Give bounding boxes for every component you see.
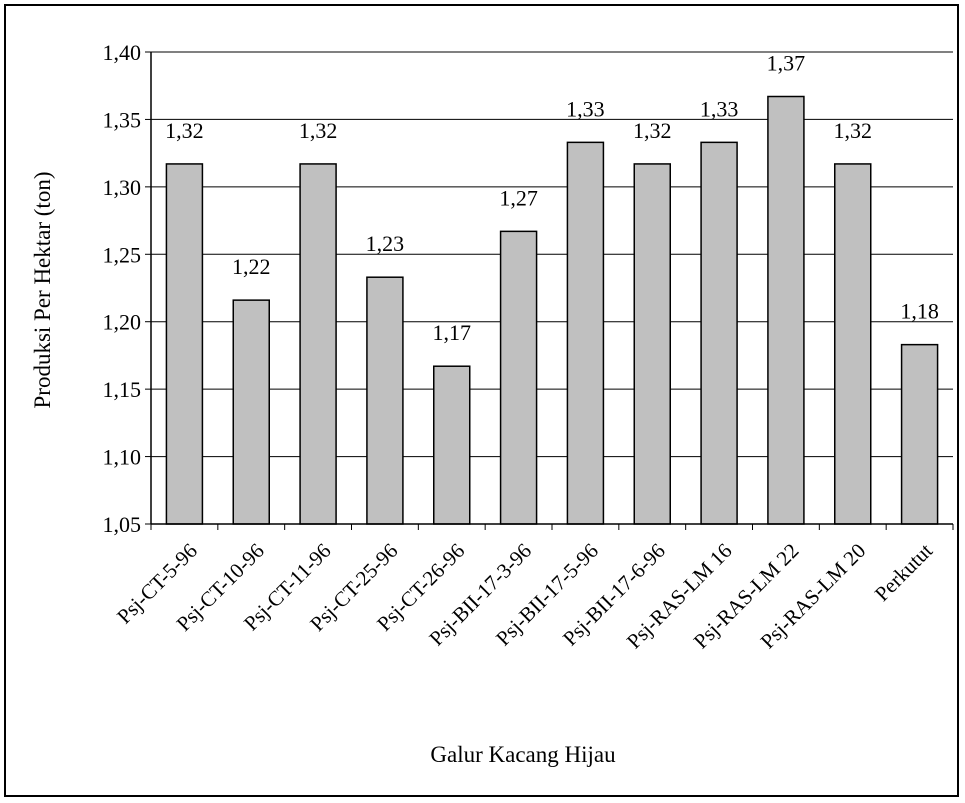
data-label: 1,32 <box>633 118 672 143</box>
bar <box>566 141 605 525</box>
data-label: 1,22 <box>232 254 271 279</box>
category-label: Perkutut <box>870 538 937 605</box>
bar <box>900 343 939 525</box>
data-label: 1,32 <box>299 118 338 143</box>
bar <box>767 95 805 525</box>
bars <box>165 95 939 525</box>
axes <box>145 51 954 530</box>
bar <box>299 163 337 525</box>
y-tick-label: 1,10 <box>103 445 142 470</box>
y-tick-label: 1,05 <box>103 512 142 537</box>
bar <box>499 230 538 525</box>
y-tick-label: 1,15 <box>103 377 142 402</box>
data-label: 1,32 <box>834 118 873 143</box>
bar <box>366 276 404 525</box>
y-tick-label: 1,25 <box>103 242 142 267</box>
x-axis-title: Galur Kacang Hijau <box>430 742 616 767</box>
data-label: 1,17 <box>433 320 472 345</box>
y-tick-label: 1,30 <box>103 175 142 200</box>
y-tick-label: 1,40 <box>103 40 142 65</box>
bar <box>834 163 872 525</box>
data-label: 1,27 <box>499 185 538 210</box>
bar <box>433 365 471 525</box>
bar <box>633 163 671 525</box>
bar <box>165 163 204 525</box>
y-tick-label: 1,35 <box>103 107 142 132</box>
y-tick-label: 1,20 <box>103 310 142 335</box>
data-label: 1,32 <box>165 118 204 143</box>
data-label: 1,33 <box>566 96 605 121</box>
y-axis-title: Produksi Per Hektar (ton) <box>30 172 55 409</box>
gridlines <box>151 51 953 458</box>
data-label: 1,18 <box>900 299 939 324</box>
bar <box>232 299 270 525</box>
data-label: 1,33 <box>700 96 739 121</box>
data-label: 1,23 <box>366 231 405 256</box>
bar <box>700 141 738 525</box>
data-label: 1,37 <box>767 51 806 76</box>
